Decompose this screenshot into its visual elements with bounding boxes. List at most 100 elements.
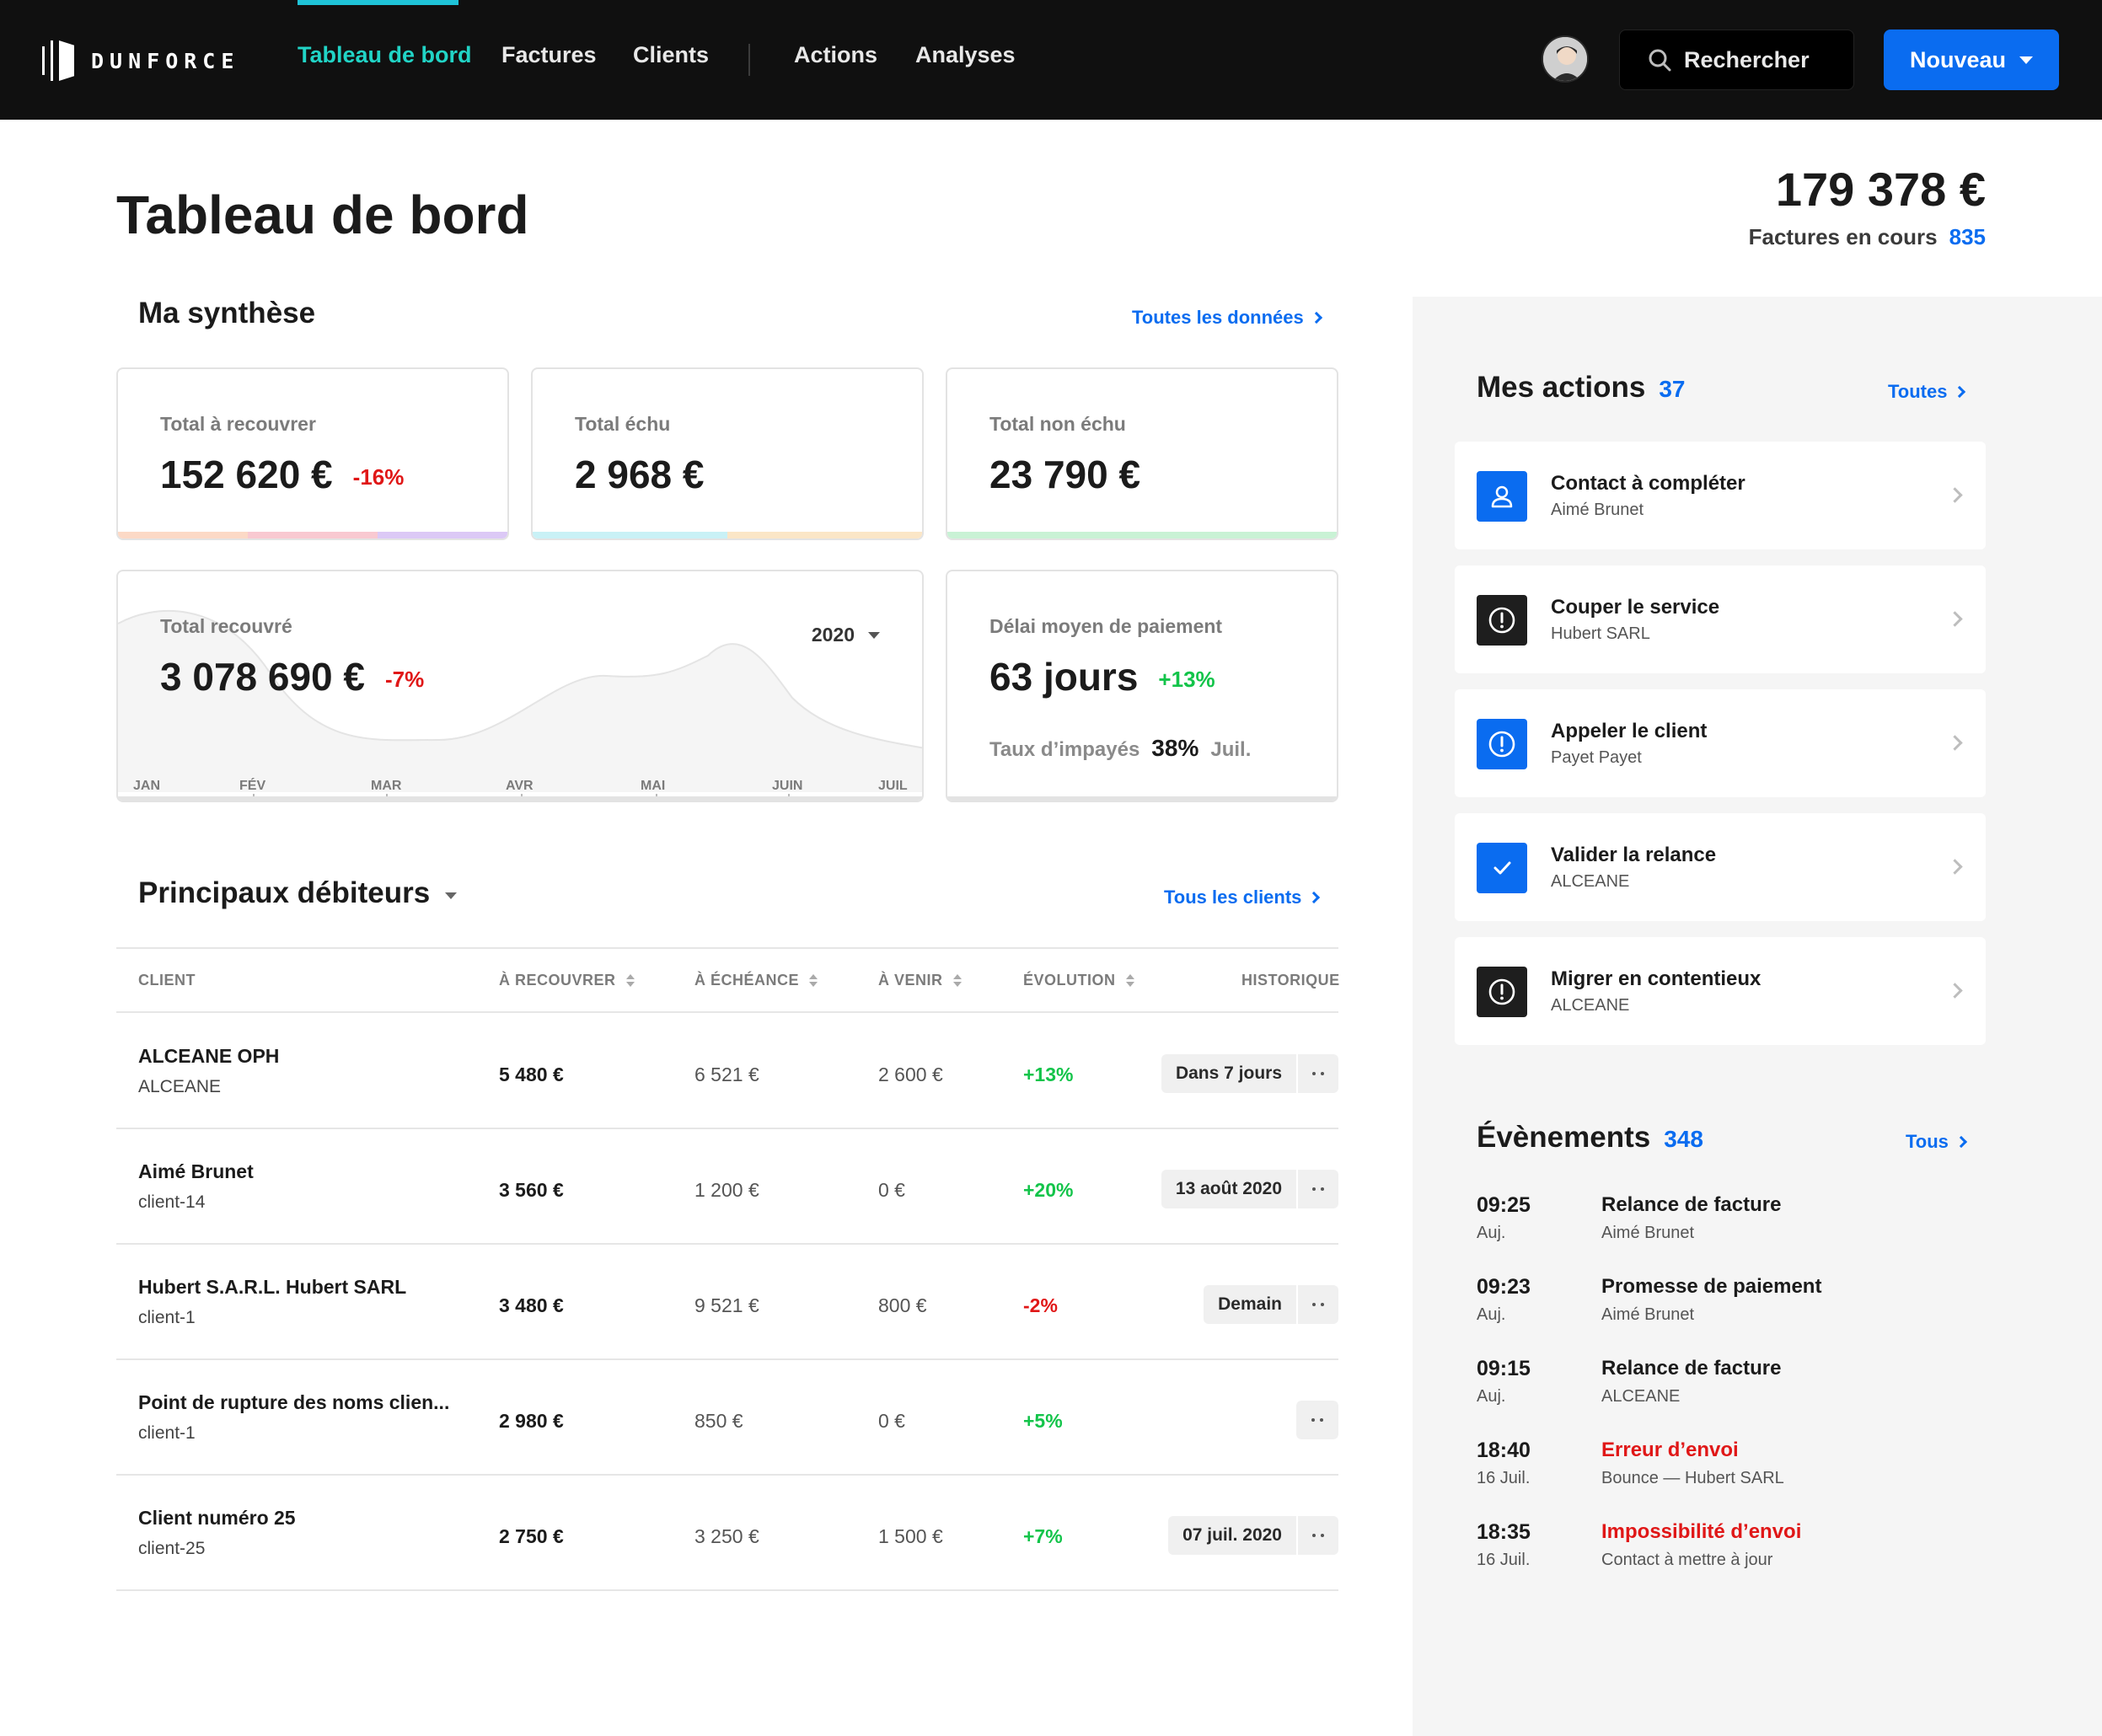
event-title: Erreur d’envoi — [1601, 1439, 1739, 1461]
synthesis-title: Ma synthèse — [138, 297, 316, 330]
sort-icon — [625, 974, 635, 987]
cell-a-venir: 2 600 € — [878, 1064, 943, 1085]
card-value: 3 078 690 € -7% — [160, 655, 425, 699]
chevron-right-icon — [1947, 859, 1963, 875]
year-select[interactable]: 2020 — [812, 624, 880, 646]
cell-a-echeance: 3 250 € — [694, 1525, 759, 1547]
more-options-icon[interactable] — [1296, 1401, 1338, 1439]
unpaid-rate: 38% — [1151, 735, 1199, 761]
chevron-right-icon — [1947, 735, 1963, 751]
action-item[interactable]: Couper le service Hubert SARL — [1455, 565, 1986, 673]
all-events-link[interactable]: Tous — [1906, 1131, 1967, 1153]
chevron-right-icon — [1954, 385, 1966, 399]
nav-item-clients[interactable]: Clients — [633, 42, 710, 67]
event-day: Auj. — [1477, 1387, 1506, 1406]
nav-item-analyses[interactable]: Analyses — [915, 42, 1016, 67]
history-tag[interactable]: 13 août 2020 — [1161, 1170, 1296, 1208]
month-label: JUIN — [772, 779, 803, 793]
action-item[interactable]: Valider la relance ALCEANE — [1455, 813, 1986, 921]
nav-item-tableau-de-bord[interactable]: Tableau de bord — [298, 42, 472, 67]
card-value: 23 790 € — [989, 453, 1141, 496]
invoices-in-progress[interactable]: Factures en cours 835 — [1749, 224, 1986, 250]
card-total-a-recouvrer[interactable]: Total à recouvrer 152 620 € -16% — [116, 367, 509, 540]
event-day: Auj. — [1477, 1305, 1506, 1324]
history-tag[interactable]: Dans 7 jours — [1161, 1054, 1296, 1093]
card-color-strip — [533, 532, 922, 538]
cell-evolution: -2% — [1023, 1294, 1058, 1316]
action-item[interactable]: Migrer en contentieux ALCEANE — [1455, 937, 1986, 1045]
actions-title: Mes actions — [1477, 371, 1646, 404]
event-time: 09:23 — [1477, 1275, 1531, 1299]
brand-logo[interactable]: DUNFORCE — [42, 37, 239, 84]
col-header-a-echeance[interactable]: À ÉCHÉANCE — [694, 972, 818, 989]
events-count: 348 — [1664, 1126, 1703, 1152]
event-item[interactable]: 18:40 16 Juil. Erreur d’envoi Bounce — H… — [1477, 1439, 1999, 1506]
action-title: Valider la relance — [1551, 844, 1717, 866]
all-data-link[interactable]: Toutes les données — [1132, 307, 1322, 329]
more-options-icon[interactable] — [1296, 1170, 1338, 1208]
cell-a-recouvrer: 5 480 € — [499, 1064, 564, 1085]
more-options-icon[interactable] — [1296, 1054, 1338, 1093]
col-header-a-venir[interactable]: À VENIR — [878, 972, 962, 989]
new-button[interactable]: Nouveau — [1884, 29, 2059, 90]
cell-a-venir: 0 € — [878, 1410, 905, 1432]
nav-item-actions[interactable]: Actions — [794, 42, 878, 67]
search-box[interactable]: Rechercher — [1619, 29, 1854, 90]
event-item[interactable]: 09:23 Auj. Promesse de paiement Aimé Bru… — [1477, 1275, 1999, 1342]
client-name: Point de rupture des noms clien... — [138, 1391, 450, 1413]
more-options-icon[interactable] — [1296, 1516, 1338, 1555]
card-total-recouvre[interactable]: Total recouvré 3 078 690 € -7% 2020 JAN F… — [116, 570, 924, 802]
table-row[interactable]: Client numéro 25 client-25 2 750 € 3 250… — [116, 1475, 1338, 1589]
event-sub: ALCEANE — [1601, 1387, 1681, 1406]
all-actions-link[interactable]: Toutes — [1888, 381, 1966, 403]
action-title: Couper le service — [1551, 596, 1720, 619]
event-item[interactable]: 18:35 16 Juil. Impossibilité d’envoi Con… — [1477, 1520, 1999, 1588]
actions-count: 37 — [1659, 376, 1686, 402]
month-label: MAR — [371, 779, 402, 793]
cell-evolution: +13% — [1023, 1064, 1074, 1085]
card-change: +13% — [1158, 667, 1215, 692]
history-cell: Dans 7 jours — [1161, 1054, 1338, 1093]
row-divider — [116, 1358, 1338, 1360]
history-tag[interactable]: Demain — [1204, 1285, 1296, 1324]
table-bottom-divider — [116, 1589, 1338, 1591]
event-item[interactable]: 09:25 Auj. Relance de facture Aimé Brune… — [1477, 1193, 1999, 1261]
more-options-icon[interactable] — [1296, 1285, 1338, 1324]
all-clients-link[interactable]: Tous les clients — [1164, 887, 1321, 908]
all-actions-link-label: Toutes — [1888, 381, 1948, 402]
table-row[interactable]: Point de rupture des noms clien... clien… — [116, 1359, 1338, 1474]
debtors-title-dropdown[interactable]: Principaux débiteurs — [138, 876, 458, 910]
action-sub: Payet Payet — [1551, 748, 1642, 767]
client-sub: ALCEANE — [138, 1077, 222, 1096]
search-icon — [1649, 49, 1671, 72]
event-sub: Aimé Brunet — [1601, 1305, 1695, 1324]
nav-item-factures[interactable]: Factures — [501, 42, 597, 67]
user-avatar[interactable] — [1542, 35, 1589, 83]
card-delai-moyen[interactable]: Délai moyen de paiement 63 jours +13% Tau… — [946, 570, 1338, 802]
invoices-label: Factures en cours — [1748, 224, 1938, 249]
col-header-a-recouvrer[interactable]: À RECOUVRER — [499, 972, 635, 989]
cell-a-recouvrer: 3 560 € — [499, 1179, 564, 1201]
history-cell: 07 juil. 2020 — [1168, 1516, 1338, 1555]
event-item[interactable]: 09:15 Auj. Relance de facture ALCEANE — [1477, 1357, 1999, 1424]
card-total-echu[interactable]: Total échu 2 968 € — [531, 367, 924, 540]
action-item[interactable]: Appeler le client Payet Payet — [1455, 689, 1986, 797]
action-item[interactable]: Contact à compléter Aimé Brunet — [1455, 442, 1986, 549]
table-row[interactable]: Aimé Brunet client-14 3 560 € 1 200 € 0 … — [116, 1128, 1338, 1243]
table-row[interactable]: Hubert S.A.R.L. Hubert SARL client-1 3 4… — [116, 1244, 1338, 1358]
card-bottom-border — [118, 796, 922, 801]
table-row[interactable]: ALCEANE OPH ALCEANE 5 480 € 6 521 € 2 60… — [116, 1013, 1338, 1128]
card-label: Délai moyen de paiement — [989, 615, 1223, 637]
history-tag[interactable]: 07 juil. 2020 — [1168, 1516, 1296, 1555]
card-total-non-echu[interactable]: Total non échu 23 790 € — [946, 367, 1338, 540]
card-label: Total à recouvrer — [160, 413, 316, 435]
col-header-evolution[interactable]: ÉVOLUTION — [1023, 972, 1134, 989]
unpaid-label: Taux d’impayés — [989, 738, 1140, 761]
card-label: Total non échu — [989, 413, 1126, 435]
unpaid-period: Juil. — [1210, 738, 1252, 761]
month-label: MAI — [641, 779, 666, 793]
action-title: Migrer en contentieux — [1551, 967, 1761, 990]
month-label: FÉV — [239, 779, 266, 793]
event-sub: Contact à mettre à jour — [1601, 1551, 1773, 1569]
table-header-divider — [116, 1011, 1338, 1013]
